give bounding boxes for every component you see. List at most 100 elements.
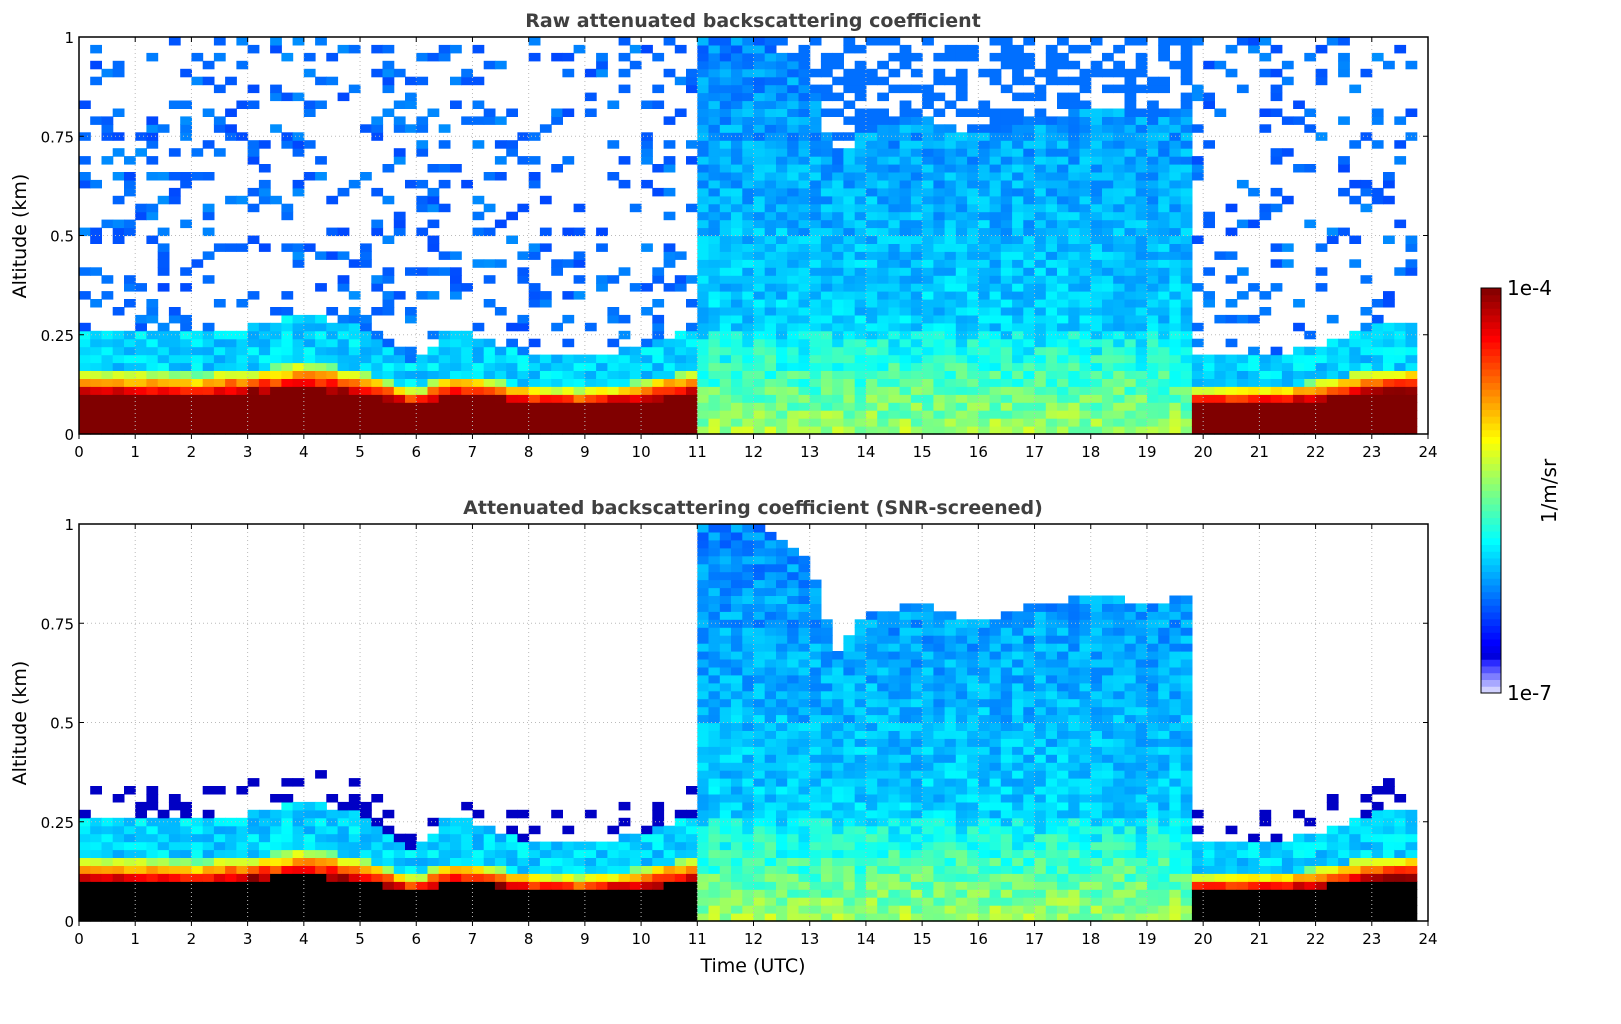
heatmap-cell (473, 834, 485, 843)
heatmap-cell (990, 355, 1002, 364)
heatmap-cell (203, 834, 215, 843)
heatmap-cell (787, 865, 799, 874)
heatmap-cell (1057, 124, 1069, 133)
heatmap-cell (293, 394, 305, 403)
heatmap-cell (259, 196, 271, 205)
heatmap-cell (1035, 69, 1047, 78)
heatmap-cell (922, 85, 934, 94)
heatmap-cell (697, 394, 709, 403)
heatmap-cell (1394, 339, 1406, 348)
heatmap-cell (248, 85, 260, 94)
heatmap-cell (90, 410, 102, 419)
heatmap-cell (360, 865, 372, 874)
heatmap-cell (529, 858, 541, 867)
heatmap-cell (990, 196, 1002, 205)
heatmap-cell (383, 267, 395, 276)
heatmap-cell (124, 394, 136, 403)
heatmap-cell (832, 212, 844, 221)
heatmap-cell (1181, 164, 1193, 173)
heatmap-cell (1012, 347, 1024, 356)
heatmap-cell (799, 347, 811, 356)
heatmap-cell (754, 738, 766, 747)
heatmap-cell (1383, 394, 1395, 403)
heatmap-cell (326, 77, 338, 86)
heatmap-cell (709, 132, 721, 141)
heatmap-cell (742, 291, 754, 300)
heatmap-cell (1113, 164, 1125, 173)
heatmap-cell (281, 850, 293, 859)
heatmap-cell (1102, 291, 1114, 300)
heatmap-cell (1338, 355, 1350, 364)
heatmap-cell (787, 109, 799, 118)
heatmap-cell (124, 299, 136, 308)
heatmap-cell (731, 251, 743, 260)
heatmap-cell (529, 37, 541, 46)
heatmap-cell (619, 889, 631, 898)
heatmap-cell (405, 873, 417, 882)
heatmap-cell (697, 109, 709, 118)
heatmap-cell (709, 77, 721, 86)
heatmap-cell (371, 363, 383, 372)
heatmap-cell (967, 196, 979, 205)
heatmap-cell (450, 905, 462, 914)
heatmap-cell (731, 109, 743, 118)
heatmap-cell (169, 873, 181, 882)
heatmap-cell (967, 394, 979, 403)
heatmap-cell (1282, 259, 1294, 268)
heatmap-cell (754, 196, 766, 205)
heatmap-cell (697, 603, 709, 612)
heatmap-cell (866, 204, 878, 213)
heatmap-cell (742, 897, 754, 906)
heatmap-cell (731, 850, 743, 859)
heatmap-cell (1001, 172, 1013, 181)
heatmap-cell (585, 378, 597, 387)
heatmap-cell (416, 148, 428, 157)
heatmap-cell (517, 394, 529, 403)
heatmap-cell (1080, 410, 1092, 419)
heatmap-cell (529, 378, 541, 387)
heatmap-cell (843, 212, 855, 221)
heatmap-cell (293, 347, 305, 356)
heatmap-cell (720, 564, 732, 573)
heatmap-cell (787, 180, 799, 189)
heatmap-cell (855, 236, 867, 245)
heatmap-cell (439, 251, 451, 260)
heatmap-cell (405, 386, 417, 395)
heatmap-cell (1169, 251, 1181, 260)
heatmap-cell (967, 267, 979, 276)
heatmap-cell (270, 371, 282, 380)
heatmap-cell (79, 834, 91, 843)
heatmap-cell (799, 810, 811, 819)
heatmap-cell (754, 834, 766, 843)
heatmap-cell (900, 371, 912, 380)
heatmap-cell (742, 251, 754, 260)
heatmap-cell (720, 418, 732, 427)
heatmap-cell (978, 323, 990, 332)
heatmap-cell (787, 418, 799, 427)
heatmap-cell (315, 810, 327, 819)
heatmap-cell (1091, 220, 1103, 229)
heatmap-cell (911, 132, 923, 141)
heatmap-cell (945, 259, 957, 268)
heatmap-cell (225, 410, 237, 419)
heatmap-cell (675, 410, 687, 419)
heatmap-cell (79, 228, 91, 237)
heatmap-cell (1214, 394, 1226, 403)
heatmap-cell (877, 164, 889, 173)
heatmap-cell (709, 603, 721, 612)
heatmap-cell (135, 842, 147, 851)
heatmap-cell (641, 283, 653, 292)
heatmap-cell (821, 842, 833, 851)
heatmap-cell (1113, 172, 1125, 181)
heatmap-cell (1372, 386, 1384, 395)
heatmap-cell (765, 124, 777, 133)
heatmap-cell (742, 651, 754, 660)
heatmap-cell (675, 339, 687, 348)
heatmap-cell (641, 307, 653, 316)
heatmap-cell (799, 850, 811, 859)
heatmap-cell (1394, 331, 1406, 340)
x-tick-label: 0 (74, 443, 84, 461)
heatmap-cell (933, 299, 945, 308)
heatmap-cell (1068, 259, 1080, 268)
heatmap-cell (293, 418, 305, 427)
